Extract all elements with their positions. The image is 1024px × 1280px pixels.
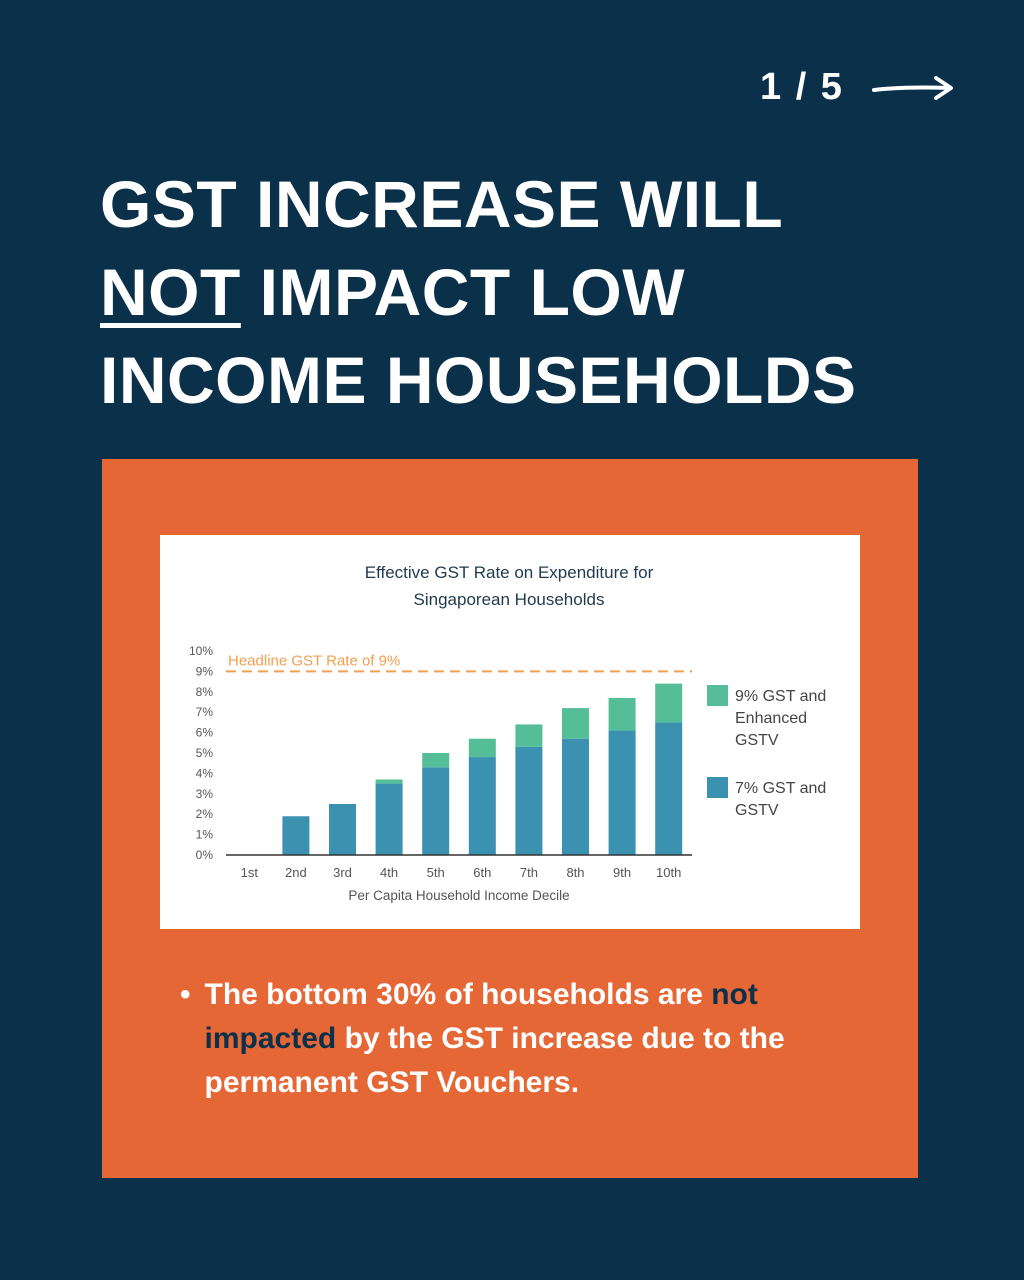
y-tick-label: 6% bbox=[196, 726, 214, 740]
y-tick-label: 4% bbox=[196, 766, 214, 780]
x-tick-label: 2nd bbox=[285, 865, 307, 880]
x-tick-label: 5th bbox=[427, 865, 445, 880]
page-indicator: 1 / 5 bbox=[760, 66, 844, 108]
chart-title-line-2: Singaporean Households bbox=[414, 590, 605, 609]
x-tick-label: 1st bbox=[241, 865, 259, 880]
x-tick-label: 3rd bbox=[333, 865, 352, 880]
y-tick-label: 1% bbox=[196, 828, 214, 842]
bar-segment-9pct bbox=[422, 753, 450, 768]
gst-rate-chart: Effective GST Rate on Expenditure for Sin… bbox=[189, 563, 826, 903]
x-tick-label: 10th bbox=[656, 865, 681, 880]
legend-label: Enhanced bbox=[735, 710, 807, 727]
x-axis-label: Per Capita Household Income Decile bbox=[348, 888, 569, 903]
legend-label: GSTV bbox=[735, 732, 779, 749]
legend-label: 9% GST and bbox=[735, 688, 826, 705]
x-tick-label: 6th bbox=[473, 865, 491, 880]
x-tick-label: 9th bbox=[613, 865, 631, 880]
headline: GST INCREASE WILL NOT IMPACT LOW INCOME … bbox=[100, 160, 960, 424]
bar-segment-9pct bbox=[468, 738, 496, 758]
chart-card: Effective GST Rate on Expenditure for Sin… bbox=[160, 535, 860, 929]
headline-line-2-rest: IMPACT LOW bbox=[240, 255, 686, 329]
y-tick-label: 9% bbox=[196, 664, 214, 678]
headline-emphasis: NOT bbox=[100, 255, 241, 329]
bullet-highlight: not impacted bbox=[204, 978, 758, 1055]
legend-label: GSTV bbox=[735, 802, 779, 819]
y-tick-label: 0% bbox=[196, 848, 214, 862]
x-tick-label: 8th bbox=[566, 865, 584, 880]
bar-segment-7pct bbox=[515, 746, 543, 855]
bar-segment-7pct bbox=[608, 730, 636, 855]
bar-segment-7pct bbox=[329, 804, 356, 855]
bar-segment-7pct bbox=[375, 783, 403, 855]
y-tick-label: 5% bbox=[196, 746, 214, 760]
legend-swatch-7pct bbox=[707, 777, 728, 798]
bar-segment-9pct bbox=[655, 683, 683, 723]
y-tick-label: 10% bbox=[189, 644, 213, 658]
y-tick-label: 3% bbox=[196, 787, 214, 801]
bar-segment-9pct bbox=[515, 724, 543, 747]
headline-line-1: GST INCREASE WILL bbox=[100, 167, 784, 241]
pagination: 1 / 5 bbox=[760, 66, 956, 109]
bar-segment-7pct bbox=[282, 816, 310, 855]
bullet-text-part-2: by the GST increase due to the permanent… bbox=[204, 1022, 785, 1099]
headline-line-3: INCOME HOUSEHOLDS bbox=[100, 343, 857, 417]
y-tick-label: 7% bbox=[196, 705, 214, 719]
bar-segment-7pct bbox=[468, 757, 496, 855]
legend-label: 7% GST and bbox=[735, 780, 826, 797]
bullet-text: The bottom 30% of households are not imp… bbox=[205, 973, 840, 1105]
reference-line-label: Headline GST Rate of 9% bbox=[228, 652, 400, 669]
chart-title-line-1: Effective GST Rate on Expenditure for bbox=[365, 563, 654, 582]
info-panel: Effective GST Rate on Expenditure for Sin… bbox=[102, 459, 918, 1178]
y-tick-label: 8% bbox=[196, 685, 214, 699]
bar-segment-7pct bbox=[422, 767, 450, 855]
bar-segment-9pct bbox=[608, 697, 636, 731]
bullet-text-part-1: The bottom 30% of households are bbox=[204, 978, 712, 1011]
bar-segment-9pct bbox=[375, 779, 403, 784]
x-tick-label: 7th bbox=[520, 865, 538, 880]
bar-segment-9pct bbox=[562, 708, 589, 739]
legend-swatch-9pct bbox=[707, 685, 728, 706]
bar-segment-7pct bbox=[655, 722, 683, 855]
arrow-right-icon[interactable] bbox=[870, 73, 956, 103]
bullet-dot: • bbox=[180, 978, 191, 1011]
y-tick-label: 2% bbox=[196, 807, 214, 821]
bar-segment-7pct bbox=[562, 738, 589, 855]
x-tick-label: 4th bbox=[380, 865, 398, 880]
headline-line-2: NOT IMPACT LOW bbox=[100, 248, 960, 336]
bullet-point: • The bottom 30% of households are not i… bbox=[180, 973, 840, 1105]
